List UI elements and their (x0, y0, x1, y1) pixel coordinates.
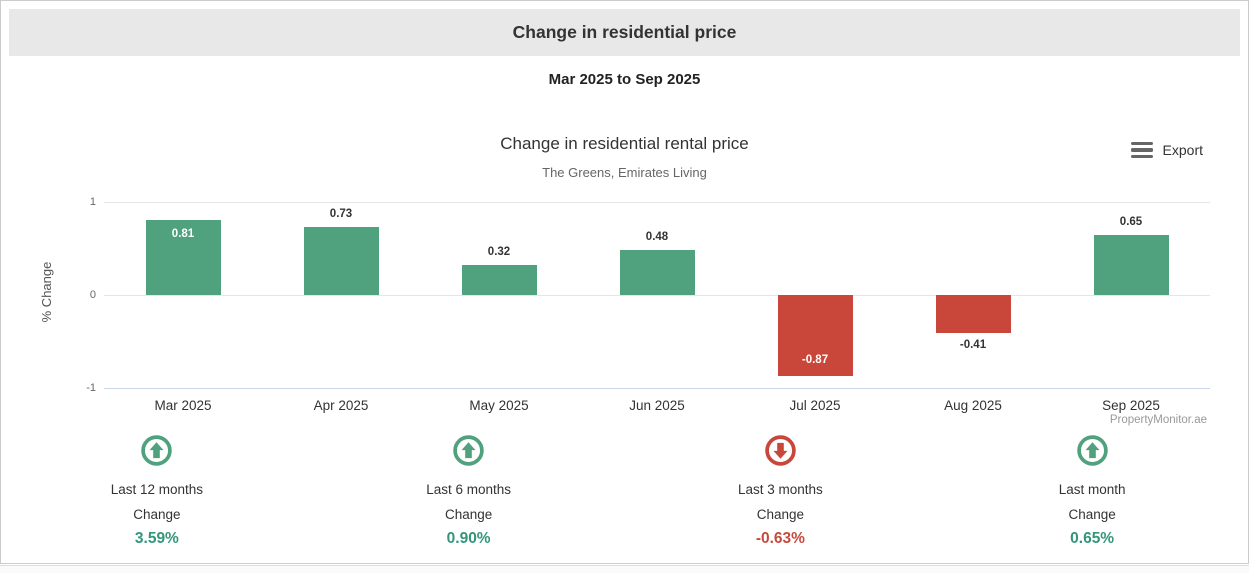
x-axis-label: Jul 2025 (789, 398, 841, 413)
stat-period-label: Last month (1058, 482, 1126, 497)
page-title: Change in residential price (512, 22, 737, 42)
watermark: PropertyMonitor.ae (1109, 414, 1207, 426)
stat-value: 0.65% (1070, 530, 1115, 547)
chart-title: Change in residential rental price (500, 134, 749, 153)
page-header: Change in residential price (9, 9, 1240, 56)
gridline (104, 388, 1210, 389)
y-tick-label: 0 (89, 289, 96, 301)
x-axis-label: Aug 2025 (944, 398, 1002, 413)
bar-sep-2025[interactable] (1094, 235, 1169, 295)
export-menu-icon (1130, 141, 1153, 159)
bar-value-label: 0.65 (1119, 216, 1143, 228)
y-tick-label: 1 (89, 196, 96, 208)
bar-aug-2025[interactable] (936, 295, 1011, 333)
stat-change-label: Change (444, 507, 493, 522)
up-arrow-icon (1076, 434, 1109, 472)
up-arrow-icon (452, 434, 485, 472)
x-axis-label: Apr 2025 (313, 398, 369, 413)
stats-row: Last 12 months Change 3.59% Last 6 months Ch… (1, 434, 1248, 548)
export-button[interactable]: Export (1130, 138, 1203, 162)
bar-value-label: 0.81 (171, 228, 195, 240)
stat-last-month: Last month Change 0.65% (936, 434, 1248, 548)
y-tick-label: -1 (86, 382, 96, 394)
stat-last-3-months: Last 3 months Change -0.63% (625, 434, 937, 548)
bar-jun-2025[interactable] (620, 250, 695, 295)
up-arrow-icon (140, 434, 173, 472)
x-axis-label: Sep 2025 (1102, 398, 1160, 413)
gridline (104, 295, 1210, 296)
bar-mar-2025[interactable] (146, 220, 221, 295)
bar-apr-2025[interactable] (304, 227, 379, 295)
stat-last-12-months: Last 12 months Change 3.59% (1, 434, 313, 548)
bar-jul-2025[interactable] (778, 295, 853, 376)
bar-value-label: 0.73 (329, 208, 353, 220)
stat-value: -0.63% (755, 530, 805, 547)
stat-period-label: Last 3 months (737, 482, 823, 497)
stat-value: 3.59% (134, 530, 179, 547)
gridline (104, 202, 1210, 203)
down-arrow-icon (764, 434, 797, 472)
card-bottom-border (0, 565, 1249, 566)
stat-change-label: Change (756, 507, 805, 522)
bar-value-label: -0.87 (801, 354, 829, 366)
stat-period-label: Last 6 months (426, 482, 512, 497)
stat-change-label: Change (133, 507, 181, 522)
bar-value-label: 0.48 (645, 231, 669, 243)
chart-subtitle: The Greens, Emirates Living (542, 165, 707, 180)
bar-value-label: -0.41 (959, 339, 987, 351)
x-axis-label: May 2025 (469, 398, 529, 413)
x-axis-label: Jun 2025 (629, 398, 685, 413)
stat-last-6-months: Last 6 months Change 0.90% (313, 434, 625, 548)
x-axis-label: Mar 2025 (154, 398, 212, 413)
bar-value-label: 0.32 (487, 246, 511, 258)
page-background (0, 566, 1249, 573)
stat-period-label: Last 12 months (110, 482, 204, 497)
bar-may-2025[interactable] (462, 265, 537, 295)
export-label: Export (1162, 142, 1203, 158)
stat-value: 0.90% (446, 530, 491, 547)
date-range-subtitle: Mar 2025 to Sep 2025 (548, 71, 701, 88)
stat-change-label: Change (1068, 507, 1116, 522)
